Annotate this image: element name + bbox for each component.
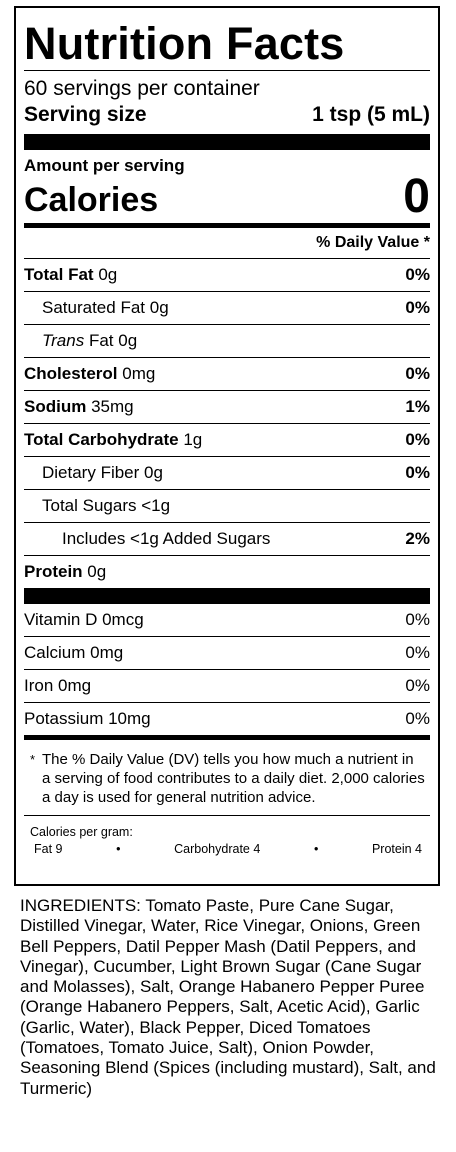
nutrient-amount: 35mg: [91, 397, 134, 416]
thick-divider: [24, 588, 430, 604]
nutrient-row-total-carbohydrate: Total Carbohydrate 1g 0%: [24, 423, 430, 456]
calories-value: 0: [403, 170, 430, 223]
nutrient-name: Cholesterol: [24, 364, 118, 383]
nutrient-amount: 0g: [118, 331, 138, 350]
vitamin-name: Calcium 0mg: [24, 643, 124, 662]
nutrient-name: Protein: [24, 562, 83, 581]
nutrient-amount: 0g: [144, 463, 163, 482]
serving-size-value: 1 tsp (5 mL): [312, 103, 430, 126]
footnote: * The % Daily Value (DV) tells you how m…: [24, 740, 430, 815]
footnote-star: *: [30, 752, 36, 767]
calories-per-gram-protein: Protein 4: [371, 842, 422, 856]
nutrient-row-trans-fat: Trans Fat 0g: [24, 324, 430, 357]
vitamin-row-iron: Iron 0mg 0%: [24, 669, 430, 702]
nutrient-row-total-fat: Total Fat 0g 0%: [24, 258, 430, 291]
nutrient-amount: 0g: [98, 265, 118, 284]
nutrient-dv: 0%: [405, 298, 430, 317]
nutrient-row-protein: Protein 0g: [24, 555, 430, 588]
nutrient-row-saturated-fat: Saturated Fat 0g 0%: [24, 291, 430, 324]
nutrient-name: Includes <1g Added Sugars: [62, 529, 271, 548]
calories-per-gram-row: Fat 9 • Carbohydrate 4 • Protein 4: [24, 840, 430, 856]
daily-value-header: % Daily Value *: [316, 234, 430, 251]
nutrient-name: Sodium: [24, 397, 87, 416]
nutrient-dv: 0%: [405, 364, 430, 383]
nutrient-dv: 0%: [405, 430, 430, 449]
vitamin-name: Potassium 10mg: [24, 709, 151, 728]
nutrient-dv: 1%: [405, 397, 430, 416]
calories-per-gram-label: Calories per gram:: [30, 825, 133, 839]
nutrient-amount: 1g: [183, 430, 203, 449]
vitamin-row-potassium: Potassium 10mg 0%: [24, 702, 430, 735]
servings-per-container: 60 servings per container: [24, 77, 260, 100]
nutrient-row-dietary-fiber: Dietary Fiber 0g 0%: [24, 456, 430, 489]
nutrient-name: Total Sugars: [42, 496, 137, 515]
nutrient-row-sodium: Sodium 35mg 1%: [24, 390, 430, 423]
divider: [24, 70, 430, 71]
divider: [24, 815, 430, 816]
calories-label: Calories: [24, 181, 159, 219]
vitamin-name: Iron 0mg: [24, 676, 92, 695]
vitamin-dv: 0%: [405, 643, 430, 662]
label-title: Nutrition Facts: [24, 18, 345, 69]
nutrient-amount: 0g: [149, 298, 169, 317]
nutrient-dv: 0%: [405, 463, 430, 482]
nutrient-name: Total Fat: [24, 265, 94, 284]
serving-size-label: Serving size: [24, 103, 147, 126]
vitamin-dv: 0%: [405, 676, 430, 695]
calories-per-gram-fat: Fat 9: [34, 842, 63, 856]
calories-per-gram-carb: Carbohydrate 4: [174, 842, 261, 856]
vitamin-dv: 0%: [405, 709, 430, 728]
nutrient-name: Total Carbohydrate: [24, 430, 179, 449]
nutrient-row-added-sugars: Includes <1g Added Sugars 2%: [24, 522, 430, 555]
thick-divider: [24, 134, 430, 150]
nutrient-amount: <1g: [141, 496, 171, 515]
nutrition-facts-label: Nutrition Facts 60 servings per containe…: [14, 6, 440, 886]
footnote-text: The % Daily Value (DV) tells you how muc…: [42, 751, 425, 806]
vitamin-name: Vitamin D 0mcg: [24, 610, 144, 629]
nutrient-name: Trans: [42, 331, 85, 350]
vitamin-dv: 0%: [405, 610, 430, 629]
nutrient-name: Saturated Fat: [42, 298, 146, 317]
ingredients-text: INGREDIENTS: Tomato Paste, Pure Cane Sug…: [20, 896, 436, 1098]
vitamin-row-calcium: Calcium 0mg 0%: [24, 636, 430, 669]
nutrient-name-suffix: Fat: [88, 331, 114, 350]
bullet: •: [313, 842, 319, 856]
serving-size-row: Serving size 1 tsp (5 mL): [24, 101, 430, 129]
nutrient-amount: 0g: [87, 562, 107, 581]
nutrient-dv: 2%: [405, 529, 430, 548]
nutrient-row-cholesterol: Cholesterol 0mg 0%: [24, 357, 430, 390]
medium-divider: [24, 735, 430, 740]
bullet: •: [116, 842, 121, 856]
vitamin-row-vitamin-d: Vitamin D 0mcg 0%: [24, 604, 430, 636]
nutrient-dv: 0%: [405, 265, 430, 284]
nutrient-name: Dietary Fiber: [42, 463, 140, 482]
medium-divider: [24, 223, 430, 228]
nutrient-amount: 0mg: [122, 364, 156, 383]
calories-row: Calories 0: [24, 170, 430, 223]
amount-per-serving: Amount per serving: [24, 156, 185, 175]
nutrient-row-total-sugars: Total Sugars <1g: [24, 489, 430, 522]
